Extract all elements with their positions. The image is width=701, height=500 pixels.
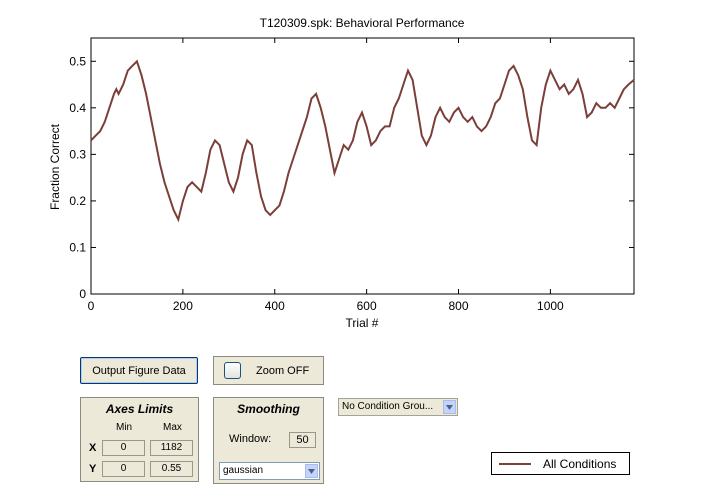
y-min-field[interactable]: 0: [102, 461, 145, 477]
condition-group-dropdown[interactable]: No Condition Grou...: [338, 398, 458, 416]
axes-max-header: Max: [163, 422, 182, 433]
y-tick-label: 0.5: [69, 54, 86, 68]
axes-limits-title: Axes Limits: [105, 402, 174, 416]
x-tick-label: 0: [88, 299, 95, 313]
axes-limits-panel: Axes Limits Min Max X Y 0 1182 0 0.55: [80, 397, 199, 482]
output-figure-data-button[interactable]: Output Figure Data: [80, 357, 198, 384]
y-tick-label: 0.4: [69, 101, 86, 115]
y-tick-label: 0: [79, 287, 86, 301]
performance-plot: T120309.spk: Behavioral Performance 0 200…: [48, 16, 635, 330]
axes-min-header: Min: [116, 422, 133, 433]
x-tick-label: 800: [448, 299, 468, 313]
chevron-down-icon[interactable]: [305, 464, 318, 478]
legend-label: All Conditions: [543, 457, 617, 471]
plot-title: T120309.spk: Behavioral Performance: [260, 16, 465, 30]
zoom-toggle-button[interactable]: [224, 362, 241, 379]
zoom-panel: Zoom OFF: [213, 356, 324, 385]
x-tick-label: 200: [173, 299, 193, 313]
series-line-all-conditions: [90, 59, 635, 223]
x-axis-label: Trial #: [346, 316, 379, 330]
y-axis-label: Fraction Correct: [48, 123, 62, 210]
y-max-field[interactable]: 0.55: [150, 461, 193, 477]
x-axis-ticks: 0 200 400 600 800 1000: [88, 38, 564, 313]
axes-x-label: X: [89, 442, 97, 454]
y-axis-ticks: 0 0.1 0.2 0.3 0.4 0.5: [69, 54, 634, 301]
legend-line-swatch: [499, 463, 531, 465]
y-tick-label: 0.2: [69, 194, 86, 208]
window-field[interactable]: 50: [289, 432, 316, 448]
smoothing-title: Smoothing: [237, 402, 300, 416]
x-tick-label: 400: [265, 299, 285, 313]
smoothing-method-value: gaussian: [223, 465, 264, 476]
smoothing-panel: Smoothing Window: 50 gaussian: [213, 397, 324, 484]
axes-y-label: Y: [89, 463, 97, 475]
y-tick-label: 0.3: [69, 147, 86, 161]
chevron-down-icon[interactable]: [443, 400, 456, 414]
x-max-field[interactable]: 1182: [150, 440, 193, 456]
y-tick-label: 0.1: [69, 240, 86, 254]
plot-axes-box: [90, 37, 635, 295]
output-figure-data-label: Output Figure Data: [92, 364, 186, 377]
legend-box: All Conditions: [491, 452, 630, 475]
x-tick-label: 1000: [537, 299, 564, 313]
zoom-label: Zoom OFF: [256, 365, 310, 377]
x-tick-label: 600: [357, 299, 377, 313]
smoothing-method-dropdown[interactable]: gaussian: [219, 462, 320, 480]
window-label: Window:: [229, 433, 272, 445]
x-min-field[interactable]: 0: [102, 440, 145, 456]
condition-group-value: No Condition Grou...: [342, 401, 434, 412]
